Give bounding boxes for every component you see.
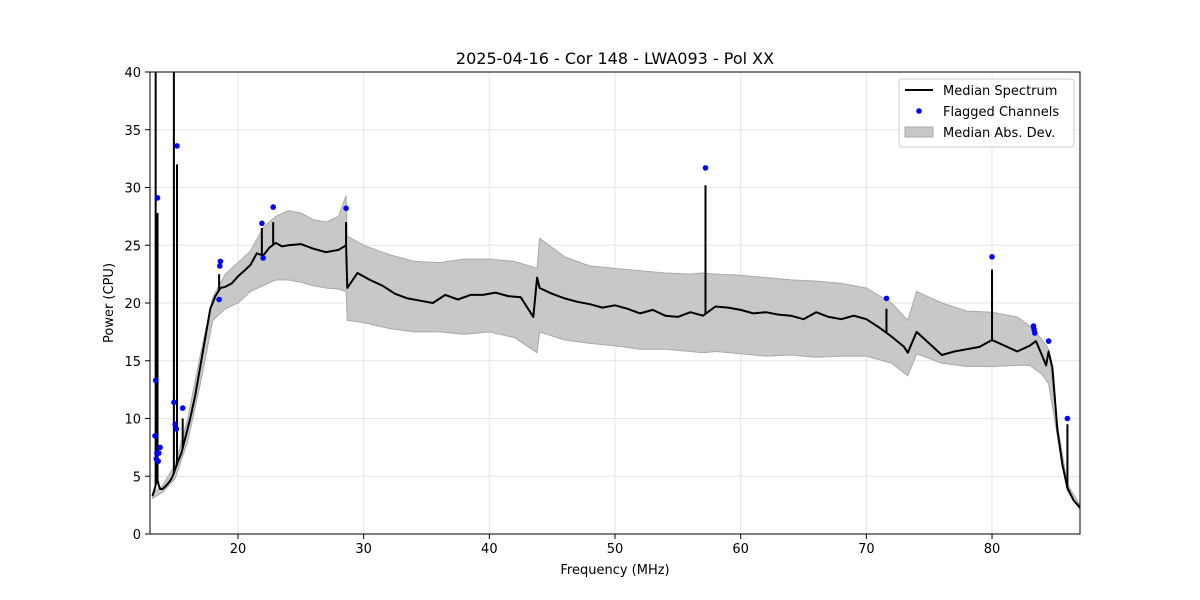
y-tick-label: 10 <box>124 413 141 428</box>
x-axis-label: Frequency (MHz) <box>560 563 669 578</box>
x-tick-label: 70 <box>858 542 875 557</box>
y-axis-label: Power (CPU) <box>102 263 117 343</box>
x-tick-label: 30 <box>355 542 372 557</box>
y-tick-label: 0 <box>133 528 141 543</box>
y-tick-label: 25 <box>124 239 141 254</box>
flagged-channel-point <box>989 253 995 260</box>
flagged-channel-point <box>270 204 277 210</box>
x-tick-label: 20 <box>230 542 247 557</box>
flagged-channel-point <box>702 165 709 171</box>
flagged-channel-point <box>1045 338 1052 344</box>
legend-label-median-spectrum: Median Spectrum <box>943 84 1057 99</box>
x-tick-label: 80 <box>984 542 1001 557</box>
flagged-channel-point <box>172 421 178 428</box>
flagged-channel-markers <box>152 143 1071 465</box>
flagged-channel-point <box>260 255 266 261</box>
flagged-channel-point <box>173 426 180 432</box>
flagged-channel-point <box>883 295 890 302</box>
median-spectrum-line <box>151 241 1080 509</box>
x-tick-label: 60 <box>732 542 749 557</box>
x-tick-label: 40 <box>481 542 498 557</box>
flagged-channel-point <box>216 296 222 303</box>
flagged-channel-point <box>157 444 163 451</box>
flagged-channel-point <box>155 458 161 465</box>
median-abs-dev-band <box>152 195 1080 511</box>
chart-title: 2025-04-16 - Cor 148 - LWA093 - Pol XX <box>456 49 774 68</box>
legend-box <box>898 78 1075 148</box>
flagged-channel-point <box>174 143 180 149</box>
y-tick-label: 20 <box>124 297 141 312</box>
y-tick-label: 15 <box>124 355 141 370</box>
legend: Median Spectrum Flagged Channels Median … <box>898 78 1075 148</box>
flagged-channel-point <box>156 450 162 456</box>
flagged-channel-point <box>171 399 177 406</box>
y-tick-label: 30 <box>124 182 141 197</box>
legend-marker-swatch <box>916 108 922 114</box>
flagged-channel-point <box>179 405 186 411</box>
flagged-channel-point <box>343 205 349 212</box>
y-tick-label: 35 <box>124 124 141 139</box>
x-axis-ticks: 20 30 40 50 60 70 80 <box>230 534 1001 557</box>
flagged-channel-point <box>259 220 265 227</box>
flagged-channel-point <box>152 377 159 384</box>
plot-area: 20 30 40 50 60 70 80 0 5 10 15 20 25 30 35 40 <box>124 66 1081 557</box>
flagged-channel-point <box>1032 330 1038 336</box>
flagged-channel-point <box>1064 415 1071 422</box>
y-axis-ticks: 0 5 10 15 20 25 30 35 40 <box>124 66 150 543</box>
flagged-channel-point <box>217 263 223 269</box>
legend-label-median-abs-dev: Median Abs. Dev. <box>943 126 1055 141</box>
flagged-channel-point <box>217 258 224 265</box>
flagged-channel-point <box>154 195 161 201</box>
legend-band-swatch <box>904 126 934 138</box>
x-tick-label: 50 <box>607 542 624 557</box>
legend-label-flagged-channels: Flagged Channels <box>943 105 1059 120</box>
y-tick-label: 40 <box>124 66 141 81</box>
y-tick-label: 5 <box>133 470 141 485</box>
flagged-channel-point <box>152 433 158 439</box>
